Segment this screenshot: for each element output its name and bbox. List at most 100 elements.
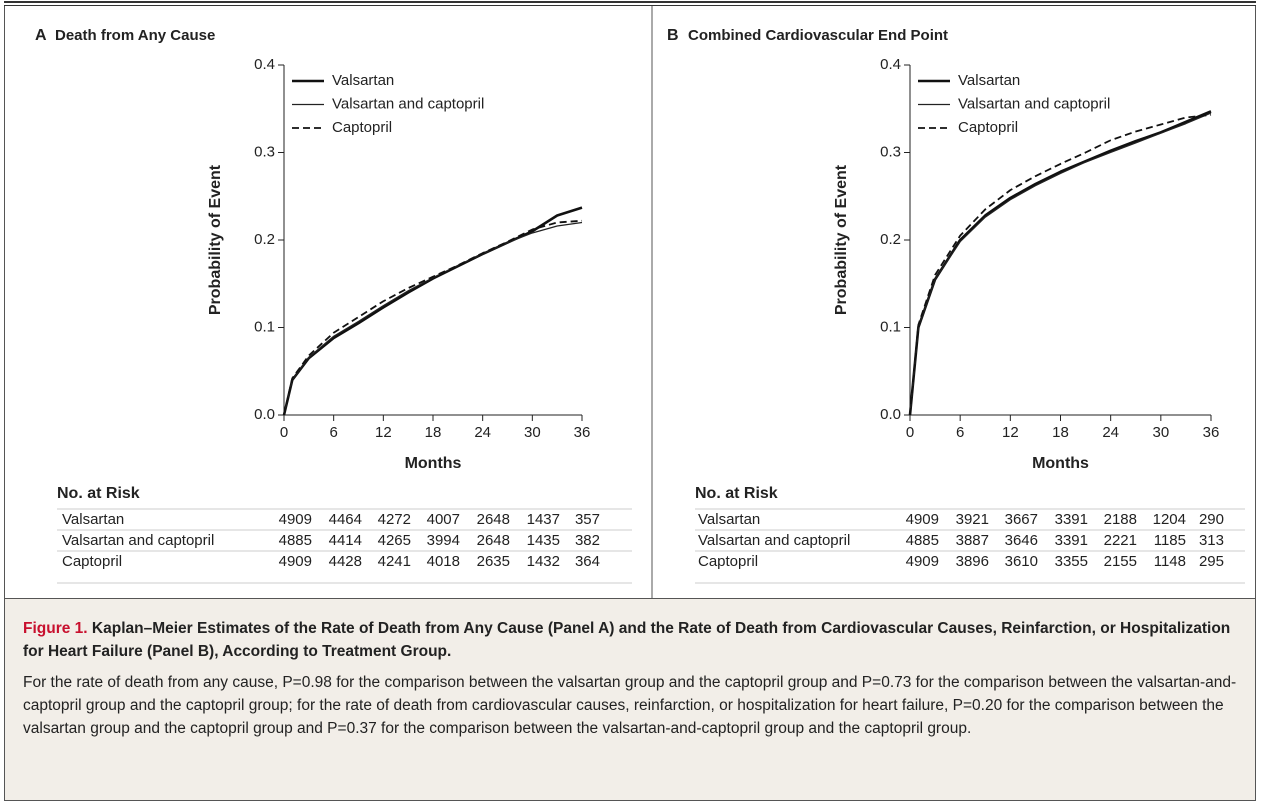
risk-count: 4414 <box>329 532 362 549</box>
top-rule <box>4 5 1256 6</box>
risk-count: 3887 <box>956 532 989 549</box>
x-tick-label: 18 <box>1052 424 1069 441</box>
survival-curve <box>282 206 583 416</box>
panel-title: Combined Cardiovascular End Point <box>688 27 948 44</box>
x-tick-label: 6 <box>329 424 337 441</box>
risk-count: 4909 <box>279 553 312 570</box>
risk-count: 3667 <box>1005 511 1038 528</box>
risk-count: 3355 <box>1055 553 1088 570</box>
risk-count: 2648 <box>477 532 510 549</box>
risk-count: 290 <box>1199 511 1224 528</box>
risk-row-label: Valsartan <box>62 511 124 528</box>
x-tick-label: 30 <box>1152 424 1169 441</box>
risk-count: 295 <box>1199 553 1224 570</box>
panel-letter: A <box>35 27 47 44</box>
risk-count: 4909 <box>906 511 939 528</box>
risk-count: 1437 <box>527 511 560 528</box>
risk-count: 2635 <box>477 553 510 570</box>
x-tick-label: 6 <box>956 424 964 441</box>
risk-count: 4265 <box>378 532 411 549</box>
risk-count: 3921 <box>956 511 989 528</box>
y-tick-label: 0.2 <box>254 231 275 248</box>
y-tick-label: 0.3 <box>254 143 275 160</box>
y-tick-label: 0.2 <box>880 231 901 248</box>
y-tick-label: 0.0 <box>880 406 901 423</box>
x-tick-label: 0 <box>906 424 914 441</box>
risk-row-label: Captopril <box>62 553 122 570</box>
risk-row-label: Valsartan and captopril <box>62 532 214 549</box>
risk-count: 1148 <box>1154 553 1186 570</box>
risk-table-title: No. at Risk <box>695 485 778 502</box>
risk-count: 4018 <box>427 553 460 570</box>
risk-count: 2221 <box>1104 532 1137 549</box>
x-tick-label: 12 <box>375 424 392 441</box>
risk-row-label: Valsartan and captopril <box>698 532 850 549</box>
risk-row-label: Valsartan <box>698 511 760 528</box>
risk-count: 3646 <box>1005 532 1038 549</box>
x-tick-label: 36 <box>1203 424 1220 441</box>
y-tick-label: 0.0 <box>254 406 275 423</box>
legend-label: Captopril <box>958 119 1018 136</box>
risk-count: 4885 <box>906 532 939 549</box>
risk-count: 4007 <box>427 511 460 528</box>
caption: Figure 1. Kaplan–Meier Estimates of the … <box>5 598 1255 800</box>
risk-table-title: No. at Risk <box>57 485 140 502</box>
x-axis-label: Months <box>1032 455 1089 472</box>
y-axis-label: Probability of Event <box>833 164 850 315</box>
survival-curve <box>909 112 1212 416</box>
legend-label: Valsartan <box>332 72 394 89</box>
legend-label: Valsartan and captopril <box>958 95 1110 112</box>
x-tick-label: 24 <box>1102 424 1119 441</box>
risk-count: 364 <box>575 553 600 570</box>
risk-count: 4464 <box>329 511 362 528</box>
x-axis-label: Months <box>405 455 462 472</box>
risk-count: 4428 <box>329 553 362 570</box>
risk-count: 2648 <box>477 511 510 528</box>
x-tick-label: 12 <box>1002 424 1019 441</box>
risk-count: 3610 <box>1005 553 1038 570</box>
risk-row-label: Captopril <box>698 553 758 570</box>
caption-title: Kaplan–Meier Estimates of the Rate of De… <box>23 620 1231 660</box>
panel-letter: B <box>667 27 679 44</box>
figure-border <box>4 6 1256 801</box>
x-tick-label: 36 <box>574 424 591 441</box>
panel-title: Death from Any Cause <box>55 27 215 44</box>
risk-count: 3994 <box>427 532 460 549</box>
survival-curve <box>909 113 1212 416</box>
charts: A Death from Any Cause 0.0 0.1 0.2 0.3 0.4 0 6 12… <box>35 6 1245 598</box>
risk-count: 4909 <box>906 553 939 570</box>
x-tick-label: 24 <box>474 424 491 441</box>
risk-count: 1204 <box>1153 511 1186 528</box>
x-tick-label: 18 <box>425 424 442 441</box>
y-tick-label: 0.4 <box>254 56 275 73</box>
risk-count: 1432 <box>527 553 560 570</box>
risk-count: 3391 <box>1055 532 1088 549</box>
risk-count: 4241 <box>378 553 411 570</box>
top-rule <box>4 1 1256 3</box>
legend-label: Valsartan <box>958 72 1020 89</box>
survival-curve <box>283 221 583 416</box>
y-axis-label: Probability of Event <box>207 164 224 315</box>
x-tick-label: 0 <box>280 424 288 441</box>
y-tick-label: 0.1 <box>880 318 901 335</box>
x-tick-label: 30 <box>524 424 541 441</box>
risk-count: 357 <box>575 511 600 528</box>
legend-label: Valsartan and captopril <box>332 95 484 112</box>
legend-label: Captopril <box>332 119 392 136</box>
figure-frame <box>4 0 1256 803</box>
caption-heading: Figure 1. Kaplan–Meier Estimates of the … <box>23 617 1237 663</box>
survival-curve <box>908 110 1212 416</box>
y-tick-label: 0.1 <box>254 318 275 335</box>
risk-count: 2155 <box>1104 553 1137 570</box>
caption-text: For the rate of death from any cause, P=… <box>23 674 1237 737</box>
risk-count: 1435 <box>527 532 560 549</box>
caption-label: Figure 1. <box>23 620 88 637</box>
y-tick-label: 0.3 <box>880 143 901 160</box>
risk-count: 2188 <box>1104 511 1137 528</box>
risk-count: 382 <box>575 532 600 549</box>
risk-count: 4885 <box>279 532 312 549</box>
y-tick-label: 0.4 <box>880 56 901 73</box>
risk-count: 313 <box>1199 532 1224 549</box>
risk-count: 4272 <box>378 511 411 528</box>
